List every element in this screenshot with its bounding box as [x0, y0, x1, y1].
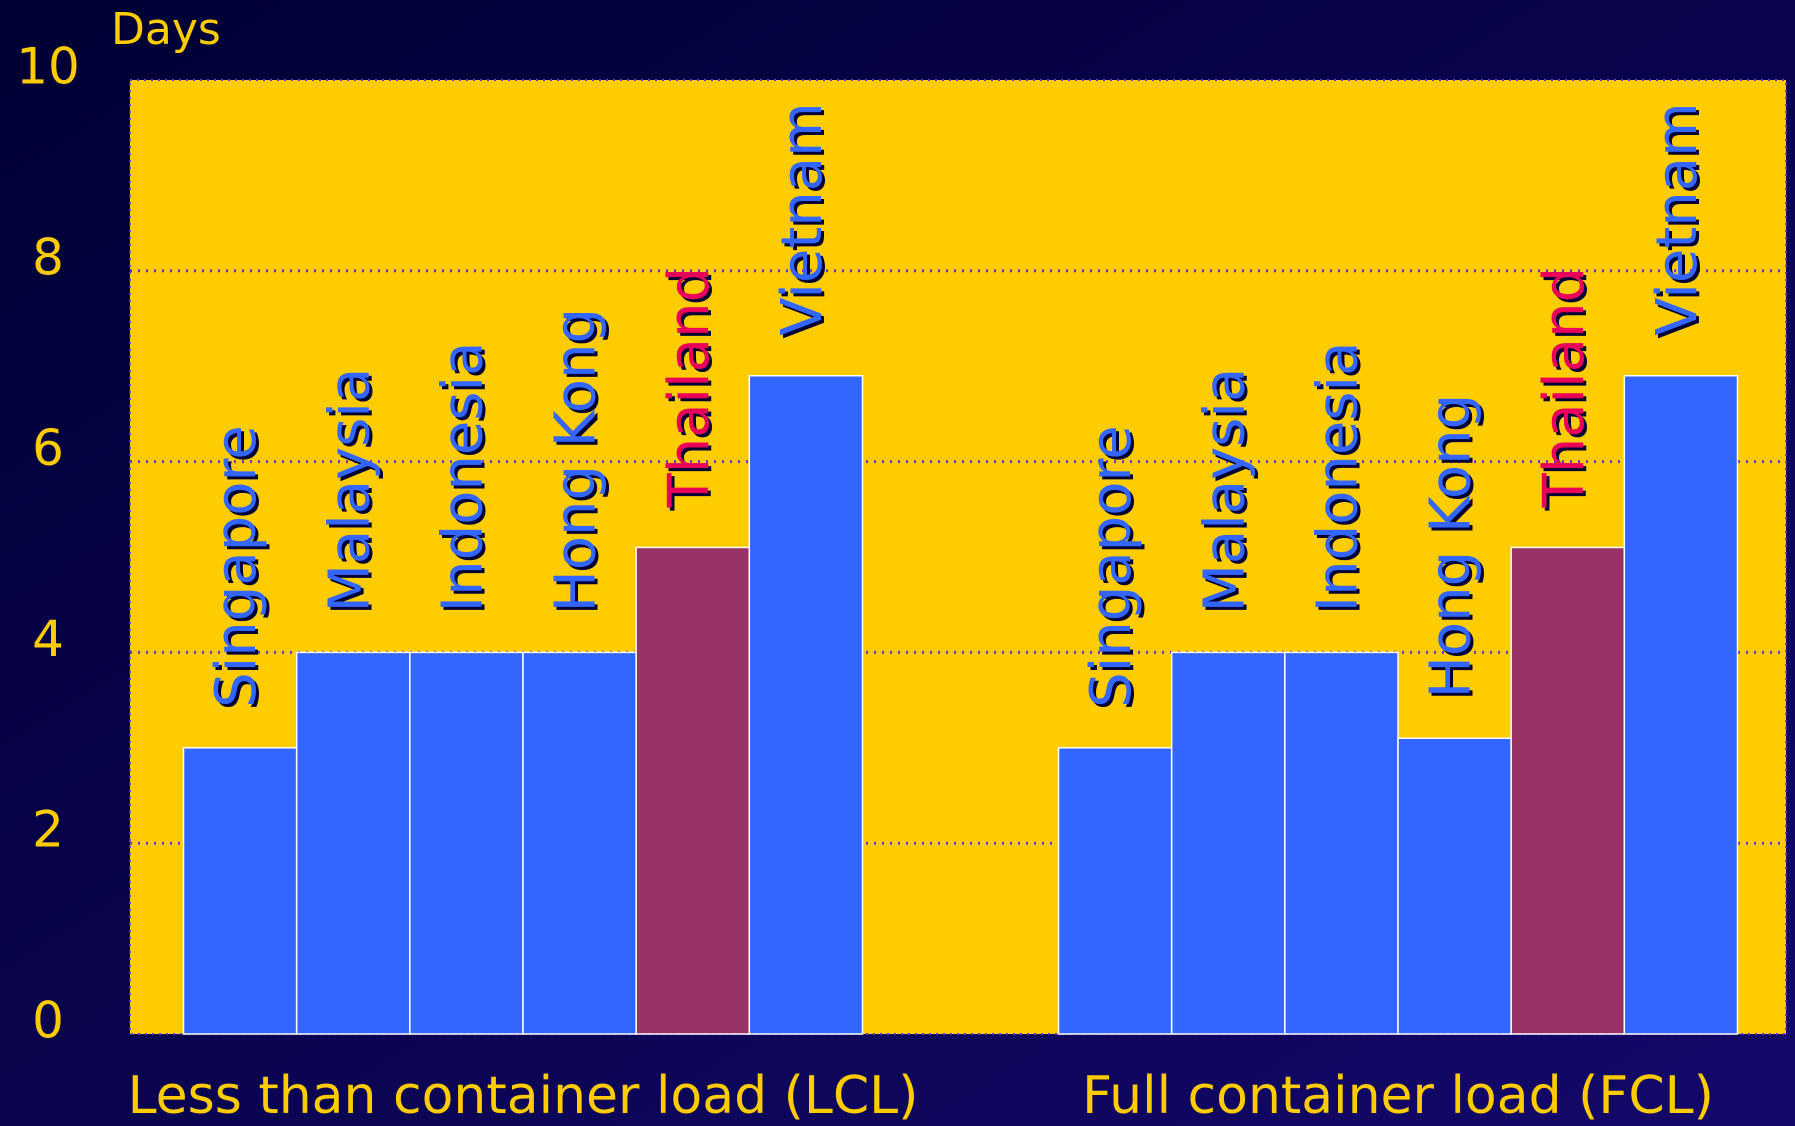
- bar: [409, 651, 524, 1035]
- series-label-shadow: Hong Kong: [1422, 397, 1487, 701]
- series-label: Indonesia: [431, 342, 496, 613]
- series-label-shadow: Indonesia: [434, 345, 499, 616]
- series-label-shadow: Malaysia: [320, 371, 385, 616]
- series-label-shadow: Vietnam: [773, 105, 838, 338]
- series-label-shadow: Thailand: [1535, 270, 1600, 512]
- bar: [182, 747, 298, 1035]
- series-label: Thailand: [1532, 267, 1597, 509]
- y-axis-label: Days: [111, 4, 221, 55]
- x-tick-label: Full container load (FCL): [1082, 1066, 1714, 1126]
- y-tick-label: 10: [16, 38, 80, 96]
- bar: [522, 651, 637, 1035]
- bar: [1623, 374, 1739, 1035]
- series-label-shadow: Indonesia: [1309, 345, 1374, 616]
- series-label-shadow: Malaysia: [1195, 371, 1260, 616]
- series-label: Vietnam: [1645, 102, 1710, 335]
- series-label: Vietnam: [770, 102, 835, 335]
- series-label: Thailand: [657, 267, 722, 509]
- series-label: Hong Kong: [544, 308, 609, 612]
- series-label: Malaysia: [1192, 368, 1257, 613]
- series-label-shadow: Hong Kong: [547, 311, 612, 615]
- x-tick-label: Less than container load (LCL): [128, 1066, 919, 1126]
- bar: [1057, 747, 1173, 1035]
- series-label-shadow: Singapore: [1082, 428, 1147, 711]
- series-label: Hong Kong: [1419, 394, 1484, 698]
- bar: [1397, 737, 1512, 1035]
- bar: [748, 374, 864, 1035]
- y-tick-label: 0: [32, 992, 64, 1050]
- series-label-shadow: Thailand: [660, 270, 725, 512]
- series-label: Singapore: [204, 425, 269, 708]
- bar: [1510, 546, 1626, 1035]
- bar: [1284, 651, 1399, 1035]
- series-label-shadow: Vietnam: [1648, 105, 1713, 338]
- y-tick-label: 2: [32, 801, 64, 859]
- bar: [295, 651, 411, 1035]
- bar: [635, 546, 751, 1035]
- series-label: Malaysia: [317, 368, 382, 613]
- bar: [1170, 651, 1286, 1035]
- y-tick-label: 4: [32, 610, 64, 668]
- y-tick-label: 6: [32, 419, 64, 477]
- series-label: Singapore: [1079, 425, 1144, 708]
- series-label: Indonesia: [1306, 342, 1371, 613]
- y-tick-label: 8: [32, 228, 64, 286]
- series-label-shadow: Singapore: [207, 428, 272, 711]
